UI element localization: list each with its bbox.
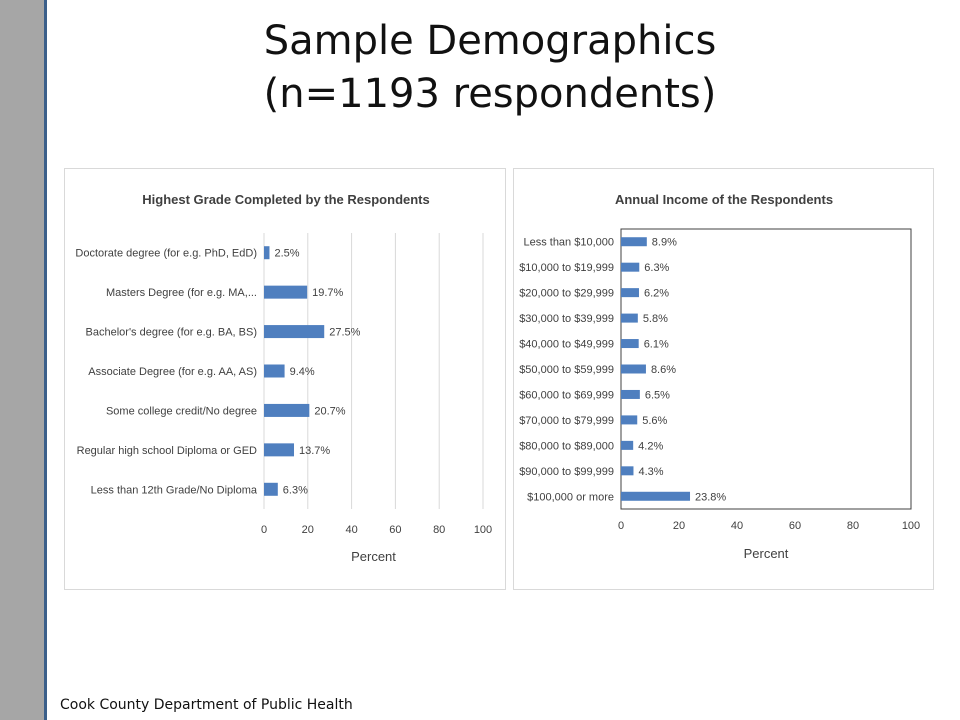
- data-label: 2.5%: [274, 248, 299, 260]
- income-chart-panel: Annual Income of the Respondents Less tha…: [513, 168, 934, 590]
- data-label: 9.4%: [290, 366, 315, 378]
- category-label: Bachelor's degree (for e.g. BA, BS): [86, 327, 257, 339]
- x-axis-label: Percent: [744, 546, 789, 561]
- x-tick-label: 40: [345, 524, 357, 536]
- bar: [621, 262, 640, 272]
- category-label: $40,000 to $49,999: [519, 339, 614, 351]
- data-label: 19.7%: [312, 287, 343, 299]
- data-label: 8.6%: [651, 364, 676, 376]
- data-label: 5.6%: [642, 415, 667, 427]
- x-tick-label: 0: [261, 524, 267, 536]
- bar: [621, 288, 639, 298]
- data-label: 6.2%: [644, 288, 669, 300]
- bar: [621, 415, 638, 425]
- x-axis-label: Percent: [351, 549, 396, 564]
- data-label: 27.5%: [329, 327, 360, 339]
- bar: [621, 466, 634, 476]
- bar: [264, 482, 278, 496]
- data-label: 8.9%: [652, 237, 677, 249]
- education-chart: Highest Grade Completed by the Responden…: [75, 192, 492, 564]
- category-label: $100,000 or more: [527, 491, 614, 503]
- category-label: $90,000 to $99,999: [519, 466, 614, 478]
- data-label: 4.3%: [638, 466, 663, 478]
- bar: [621, 389, 640, 399]
- x-tick-label: 0: [618, 520, 624, 532]
- footer-text: Cook County Department of Public Health: [60, 697, 353, 713]
- data-label: 6.5%: [645, 389, 670, 401]
- x-tick-label: 60: [389, 524, 401, 536]
- bar: [621, 339, 639, 349]
- bar: [621, 440, 634, 450]
- data-label: 4.2%: [638, 440, 663, 452]
- category-label: Some college credit/No degree: [106, 405, 257, 417]
- x-tick-label: 100: [902, 520, 920, 532]
- category-label: Masters Degree (for e.g. MA,...: [106, 287, 257, 299]
- category-label: Associate Degree (for e.g. AA, AS): [88, 366, 257, 378]
- bar: [264, 325, 325, 339]
- data-label: 20.7%: [314, 405, 345, 417]
- category-label: $50,000 to $59,999: [519, 364, 614, 376]
- bar: [264, 364, 285, 378]
- category-label: $20,000 to $29,999: [519, 288, 614, 300]
- category-label: $80,000 to $89,000: [519, 440, 614, 452]
- data-label: 6.3%: [283, 484, 308, 496]
- slide-title-line-1: Sample Demographics: [263, 18, 717, 64]
- category-label: $60,000 to $69,999: [519, 389, 614, 401]
- education-chart-panel: Highest Grade Completed by the Responden…: [64, 168, 506, 590]
- chart-title: Annual Income of the Respondents: [615, 192, 833, 207]
- bar: [264, 403, 310, 417]
- x-tick-label: 100: [474, 524, 492, 536]
- category-label: $10,000 to $19,999: [519, 262, 614, 274]
- x-tick-label: 80: [847, 520, 859, 532]
- category-label: Less than $10,000: [523, 237, 614, 249]
- data-label: 23.8%: [695, 491, 726, 503]
- category-label: Doctorate degree (for e.g. PhD, EdD): [75, 248, 257, 260]
- bar: [621, 237, 647, 247]
- bar: [264, 285, 308, 299]
- x-tick-label: 20: [302, 524, 314, 536]
- x-tick-label: 80: [433, 524, 445, 536]
- x-tick-label: 40: [731, 520, 743, 532]
- side-bar: [0, 0, 47, 720]
- category-label: $70,000 to $79,999: [519, 415, 614, 427]
- category-label: Regular high school Diploma or GED: [77, 445, 257, 457]
- x-tick-label: 20: [673, 520, 685, 532]
- bar: [264, 246, 270, 260]
- chart-title: Highest Grade Completed by the Responden…: [142, 192, 430, 207]
- data-label: 13.7%: [299, 445, 330, 457]
- data-label: 6.1%: [644, 339, 669, 351]
- bar: [264, 443, 295, 457]
- data-label: 5.8%: [643, 313, 668, 325]
- category-label: Less than 12th Grade/No Diploma: [91, 484, 258, 496]
- x-tick-label: 60: [789, 520, 801, 532]
- bar: [621, 313, 638, 323]
- bar: [621, 491, 691, 501]
- category-label: $30,000 to $39,999: [519, 313, 614, 325]
- income-chart: Annual Income of the Respondents Less tha…: [519, 192, 920, 561]
- data-label: 6.3%: [644, 262, 669, 274]
- slide-title-line-2: (n=1193 respondents): [263, 71, 717, 117]
- bar: [621, 364, 646, 374]
